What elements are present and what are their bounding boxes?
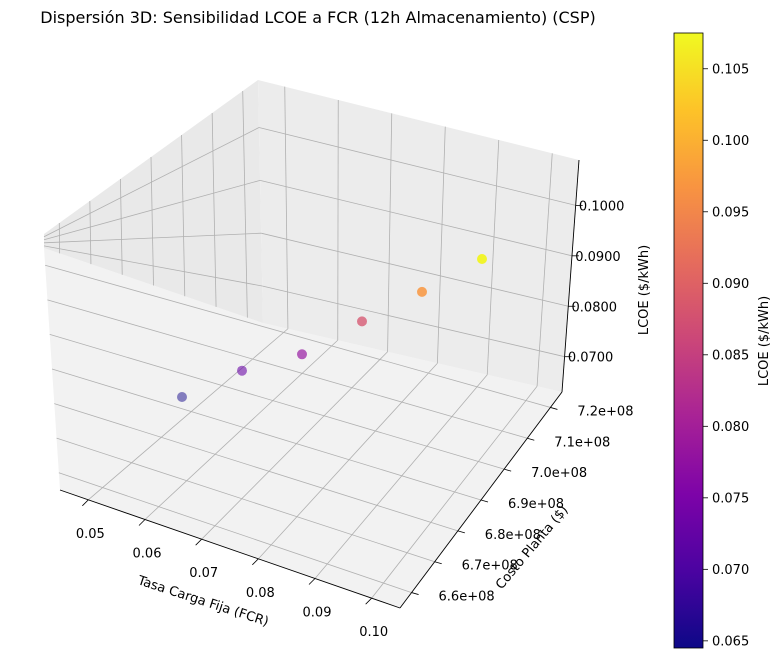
colorbar-tick-label: 0.100	[712, 134, 749, 149]
y-axis-label: Costo Planta ($)	[493, 503, 572, 593]
x-tick-label: 0.10	[359, 625, 388, 640]
z-tick-label: 0.0700	[568, 351, 614, 366]
x-tick	[139, 520, 145, 526]
colorbar-tick-label: 0.065	[712, 634, 749, 649]
colorbar-label: LCOE ($/kWh)	[757, 296, 772, 386]
z-axis-label: LCOE ($/kWh)	[637, 245, 652, 335]
colorbar-tick-label: 0.075	[712, 491, 749, 506]
data-point	[297, 349, 307, 359]
data-point	[417, 287, 427, 297]
y-tick	[527, 438, 534, 440]
x-axis-label: Tasa Carga Fija (FCR)	[135, 573, 271, 630]
colorbar-tick-label: 0.070	[712, 563, 749, 578]
colorbar-ticks: 0.065 0.070 0.075 0.080 0.085 0.090 0.095 0.100…	[703, 62, 749, 649]
x-tick-label: 0.08	[246, 586, 275, 601]
data-point	[477, 254, 487, 264]
x-gridline-back	[338, 100, 339, 340]
y-tick	[550, 407, 557, 409]
x-tick	[82, 500, 88, 506]
colorbar-tick-label: 0.085	[712, 348, 749, 363]
y-tick-label: 7.2e+08	[577, 404, 633, 419]
y-tick-label: 7.0e+08	[531, 466, 587, 481]
x-tick	[196, 539, 202, 545]
y-tick	[435, 562, 442, 564]
y-tick	[481, 500, 488, 502]
y-tick-label: 7.1e+08	[554, 435, 610, 450]
x-tick	[366, 598, 372, 604]
y-tick	[412, 593, 419, 595]
data-point	[177, 392, 187, 402]
data-point	[357, 316, 367, 326]
y-tick	[458, 531, 465, 533]
y-tick-label: 6.6e+08	[439, 590, 495, 605]
x-tick-label: 0.05	[76, 527, 105, 542]
x-tick-label: 0.09	[303, 606, 332, 621]
z-tick-label: 0.0900	[575, 250, 621, 265]
x-tick-label: 0.06	[133, 547, 162, 562]
colorbar-tick-label: 0.090	[712, 277, 749, 292]
colorbar-tick-label: 0.080	[712, 420, 749, 435]
colorbar-gradient	[674, 33, 703, 648]
colorbar: 0.065 0.070 0.075 0.080 0.085 0.090 0.095 0.100…	[674, 33, 772, 649]
z-tick-label: 0.0800	[572, 300, 618, 315]
z-tick-label: 0.1000	[579, 199, 625, 214]
colorbar-tick-label: 0.105	[712, 62, 749, 77]
x-tick	[309, 579, 315, 585]
colorbar-tick-label: 0.095	[712, 205, 749, 220]
chart-title: Dispersión 3D: Sensibilidad LCOE a FCR (…	[40, 8, 595, 27]
data-point	[237, 366, 247, 376]
x-tick-label: 0.07	[189, 566, 218, 581]
y-tick	[504, 469, 511, 471]
x-tick	[252, 559, 258, 565]
